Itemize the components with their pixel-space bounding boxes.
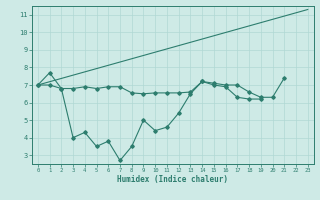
X-axis label: Humidex (Indice chaleur): Humidex (Indice chaleur) (117, 175, 228, 184)
